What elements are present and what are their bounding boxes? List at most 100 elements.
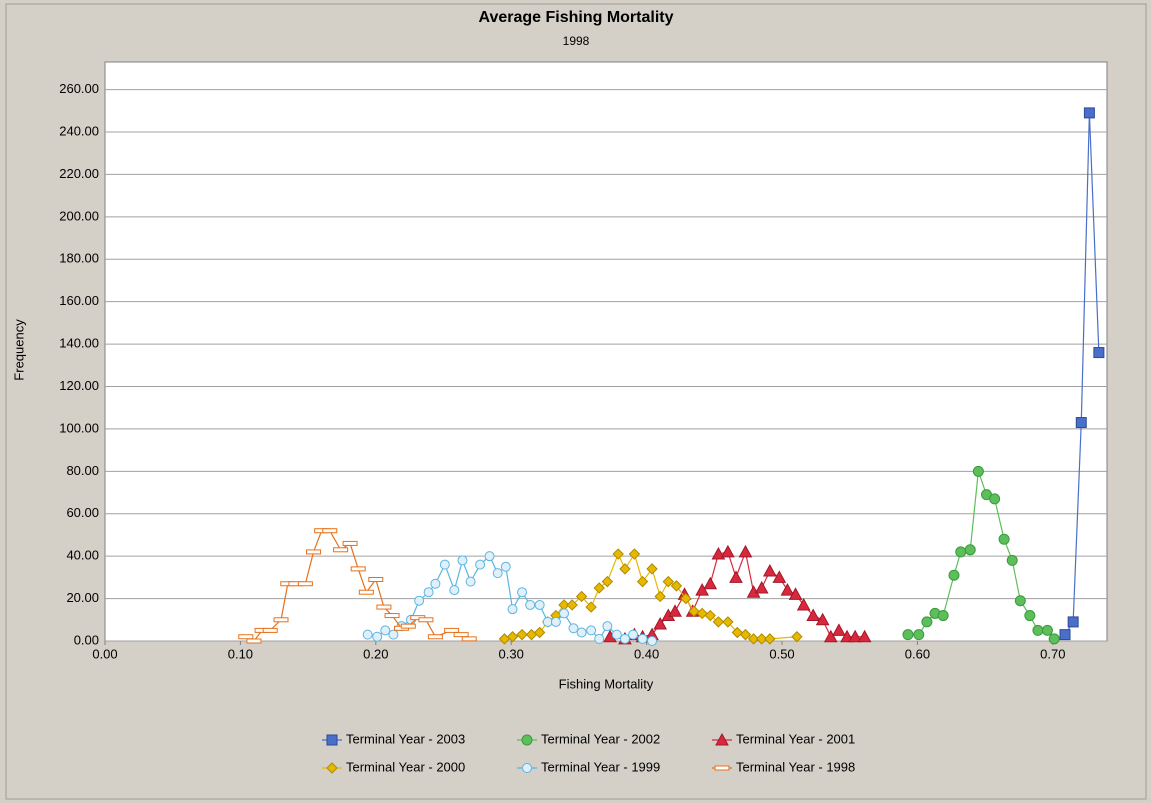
marker <box>576 627 587 638</box>
marker <box>372 631 383 642</box>
marker <box>680 592 692 605</box>
marker <box>601 575 614 588</box>
marker <box>636 575 649 588</box>
marker <box>754 580 769 594</box>
marker <box>575 590 588 603</box>
marker <box>1059 629 1071 641</box>
marker <box>637 633 648 644</box>
x-axis-label: Fishing Mortality <box>559 676 654 691</box>
marker <box>955 546 967 558</box>
marker <box>695 583 709 596</box>
marker <box>414 595 425 606</box>
y-tick-label: 20.00 <box>66 590 99 605</box>
marker <box>1041 624 1053 636</box>
marker <box>602 621 613 632</box>
marker <box>333 547 349 553</box>
marker <box>533 626 546 639</box>
marker <box>1014 595 1026 607</box>
marker <box>380 625 391 636</box>
marker <box>521 734 533 746</box>
marker <box>731 626 744 639</box>
y-tick-label: 100.00 <box>59 420 99 435</box>
marker <box>611 629 622 640</box>
marker <box>568 623 579 634</box>
marker <box>238 634 254 640</box>
marker <box>465 576 476 587</box>
marker <box>619 633 630 644</box>
y-tick-label: 80.00 <box>66 463 99 478</box>
marker <box>646 563 658 575</box>
marker <box>400 623 416 629</box>
marker <box>507 604 518 615</box>
marker <box>525 599 536 610</box>
marker <box>739 628 752 641</box>
marker <box>322 528 338 534</box>
legend-label: Terminal Year - 1999 <box>541 759 660 774</box>
marker <box>517 587 528 598</box>
marker <box>326 734 338 746</box>
marker <box>439 559 450 570</box>
marker <box>273 617 289 623</box>
legend-label: Terminal Year - 2001 <box>736 731 855 746</box>
marker <box>788 587 803 600</box>
marker <box>326 762 338 774</box>
marker <box>1024 610 1036 622</box>
marker <box>747 633 760 645</box>
marker <box>764 633 776 645</box>
marker <box>358 589 374 595</box>
marker <box>453 632 469 638</box>
marker <box>857 629 872 643</box>
chart-title: Average Fishing Mortality <box>479 9 674 26</box>
y-tick-label: 40.00 <box>66 548 99 563</box>
marker <box>297 581 313 587</box>
marker <box>756 633 768 645</box>
marker <box>619 563 631 575</box>
marker <box>566 599 578 611</box>
y-tick-label: 0.00 <box>74 632 99 647</box>
marker <box>475 559 486 570</box>
marker <box>703 576 718 590</box>
marker <box>1006 554 1018 566</box>
y-tick-label: 240.00 <box>59 123 99 138</box>
marker <box>729 570 743 583</box>
marker <box>653 616 668 630</box>
marker <box>516 628 528 641</box>
marker <box>913 629 925 641</box>
marker <box>506 631 519 643</box>
marker <box>427 634 443 640</box>
marker <box>376 604 392 610</box>
marker <box>585 601 597 613</box>
marker <box>921 616 933 628</box>
marker <box>823 629 838 643</box>
marker <box>806 608 821 622</box>
marker <box>998 533 1010 545</box>
y-tick-label: 220.00 <box>59 166 99 181</box>
series-line <box>367 555 653 642</box>
marker <box>711 546 726 560</box>
marker <box>384 613 400 619</box>
marker <box>948 569 960 581</box>
marker <box>628 629 639 640</box>
marker <box>964 544 976 556</box>
marker <box>1075 417 1087 429</box>
chart-subtitle: 1998 <box>563 34 590 48</box>
x-tick-label: 0.50 <box>769 646 794 661</box>
marker <box>696 607 708 620</box>
marker <box>662 575 674 588</box>
marker <box>780 583 795 596</box>
marker <box>500 561 511 572</box>
y-axis-label: Frequency <box>11 319 26 381</box>
x-tick-label: 0.40 <box>634 646 659 661</box>
y-tick-label: 140.00 <box>59 336 99 351</box>
marker <box>722 616 734 628</box>
marker <box>418 617 434 623</box>
marker <box>457 555 468 566</box>
marker <box>430 578 441 589</box>
marker <box>647 636 658 646</box>
plot-area <box>104 61 1108 642</box>
marker <box>628 548 641 560</box>
marker <box>902 629 914 641</box>
legend-label: Terminal Year - 2000 <box>346 759 465 774</box>
marker <box>840 629 854 643</box>
marker <box>586 625 597 636</box>
